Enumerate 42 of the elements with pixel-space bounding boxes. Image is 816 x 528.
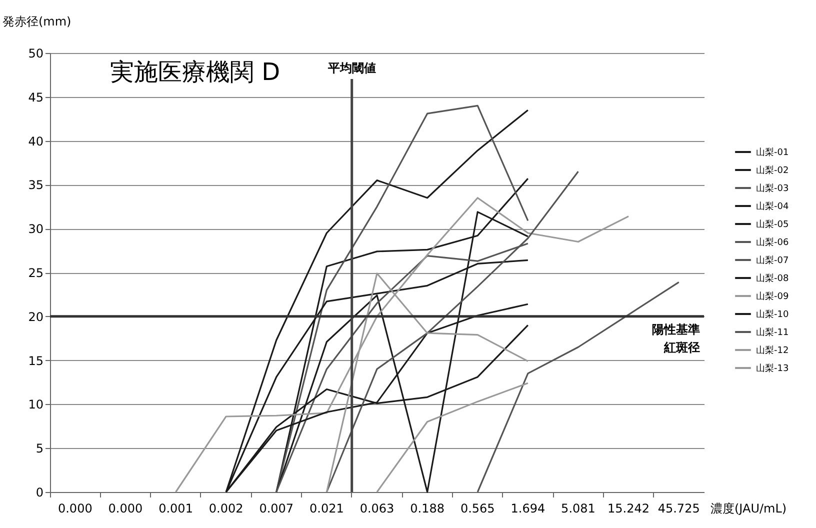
x-tick-label: 0.000 [108,502,143,516]
x-tick-label: 5.081 [561,502,596,516]
x-tick-label: 0.565 [460,502,495,516]
legend-label: 山梨-10 [756,309,789,320]
x-tick-label: 0.000 [58,502,92,516]
y-tick-label: 35 [28,178,44,192]
legend-label: 山梨-04 [756,201,789,212]
y-tick-label: 45 [28,90,44,104]
y-tick-label: 30 [28,222,44,236]
legend-label: 山梨-12 [756,345,789,356]
legend-label: 山梨-03 [756,183,789,194]
x-tick-label: 0.188 [410,502,444,516]
x-tick-label: 0.001 [158,502,193,516]
y-axis-title: 発赤径(mm) [2,14,72,28]
legend-label: 山梨-05 [756,219,789,230]
y-tick-label: 25 [28,266,44,280]
y-tick-label: 50 [28,46,44,60]
ref-line-label: 平均閾値 [326,61,376,75]
y-tick-label: 20 [28,310,44,324]
y-tick-label: 15 [28,354,44,368]
legend-label: 山梨-01 [756,147,789,158]
y-tick-label: 40 [28,134,44,148]
x-tick-label: 45.725 [658,502,700,516]
legend-label: 山梨-08 [756,273,789,284]
chart-title: 実施医療機関 D [110,58,280,86]
legend-label: 山梨-06 [756,237,789,248]
x-tick-label: 0.063 [360,502,394,516]
x-tick-label: 0.007 [259,502,294,516]
x-tick-label: 15.242 [608,502,650,516]
x-tick-label: 0.002 [208,502,244,516]
x-tick-label: 1.694 [510,502,546,516]
x-axis-title: 濃度(JAU/mL) [710,502,787,516]
legend-label: 山梨-13 [756,363,789,374]
y-tick-label: 0 [36,486,44,500]
y-tick-label: 10 [28,398,44,412]
legend-label: 山梨-11 [756,327,789,338]
y-tick-label: 5 [36,442,44,456]
legend-label: 山梨-02 [756,165,789,176]
legend-label: 山梨-09 [756,291,789,302]
x-tick-label: 0.021 [310,502,344,516]
legend-label: 山梨-07 [756,255,789,266]
ref-line-label: 陽性基準紅斑径 [652,322,700,354]
